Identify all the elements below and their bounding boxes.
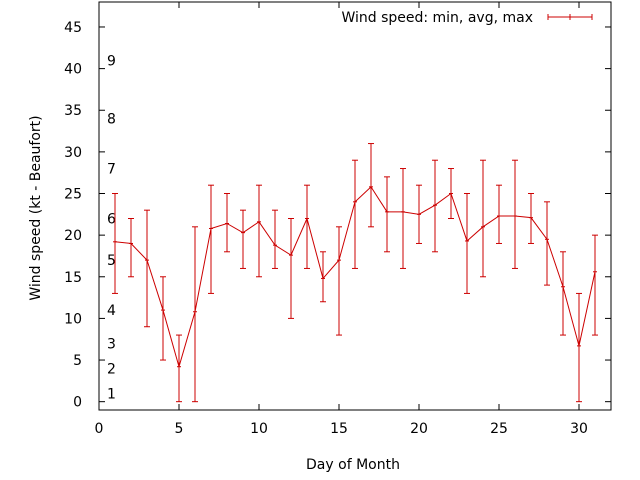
beaufort-label: 1 xyxy=(107,386,116,402)
x-tick-label: 15 xyxy=(330,421,348,437)
plot-frame xyxy=(98,1,612,411)
x-tick-label: 5 xyxy=(175,421,184,437)
y-tick-label: 35 xyxy=(64,103,82,119)
y-tick-label: 10 xyxy=(64,311,82,327)
series-group xyxy=(112,143,598,403)
y-tick-label: 20 xyxy=(64,228,82,244)
x-tick-label: 0 xyxy=(95,421,104,437)
beaufort-label: 7 xyxy=(107,162,116,178)
x-axis-title: Day of Month xyxy=(306,457,400,473)
beaufort-label: 5 xyxy=(107,253,116,269)
beaufort-label: 8 xyxy=(107,112,116,128)
beaufort-label: 9 xyxy=(107,53,116,69)
legend: Wind speed: min, avg, max xyxy=(341,10,593,26)
y-tick-label: 0 xyxy=(73,395,82,411)
y-axis-title: Wind speed (kt - Beaufort) xyxy=(28,115,44,300)
x-tick-label: 30 xyxy=(570,421,588,437)
y-tick-label: 30 xyxy=(64,145,82,161)
x-tick-label: 25 xyxy=(490,421,508,437)
y-tick-label: 45 xyxy=(64,20,82,36)
beaufort-label: 6 xyxy=(107,211,116,227)
y-tick-label: 40 xyxy=(64,62,82,78)
x-tick-label: 20 xyxy=(410,421,428,437)
beaufort-label: 2 xyxy=(107,361,116,377)
x-tick-label: 10 xyxy=(250,421,268,437)
x-axis-ticks: 0 5 10 15 20 25 30 xyxy=(95,2,588,437)
y-tick-label: 25 xyxy=(64,187,82,203)
beaufort-label: 3 xyxy=(107,336,116,352)
beaufort-scale-labels: 1 2 3 4 5 6 7 8 9 xyxy=(107,53,116,402)
y-tick-label: 5 xyxy=(73,353,82,369)
beaufort-label: 4 xyxy=(107,303,116,319)
legend-label: Wind speed: min, avg, max xyxy=(341,10,533,26)
y-tick-label: 15 xyxy=(64,270,82,286)
